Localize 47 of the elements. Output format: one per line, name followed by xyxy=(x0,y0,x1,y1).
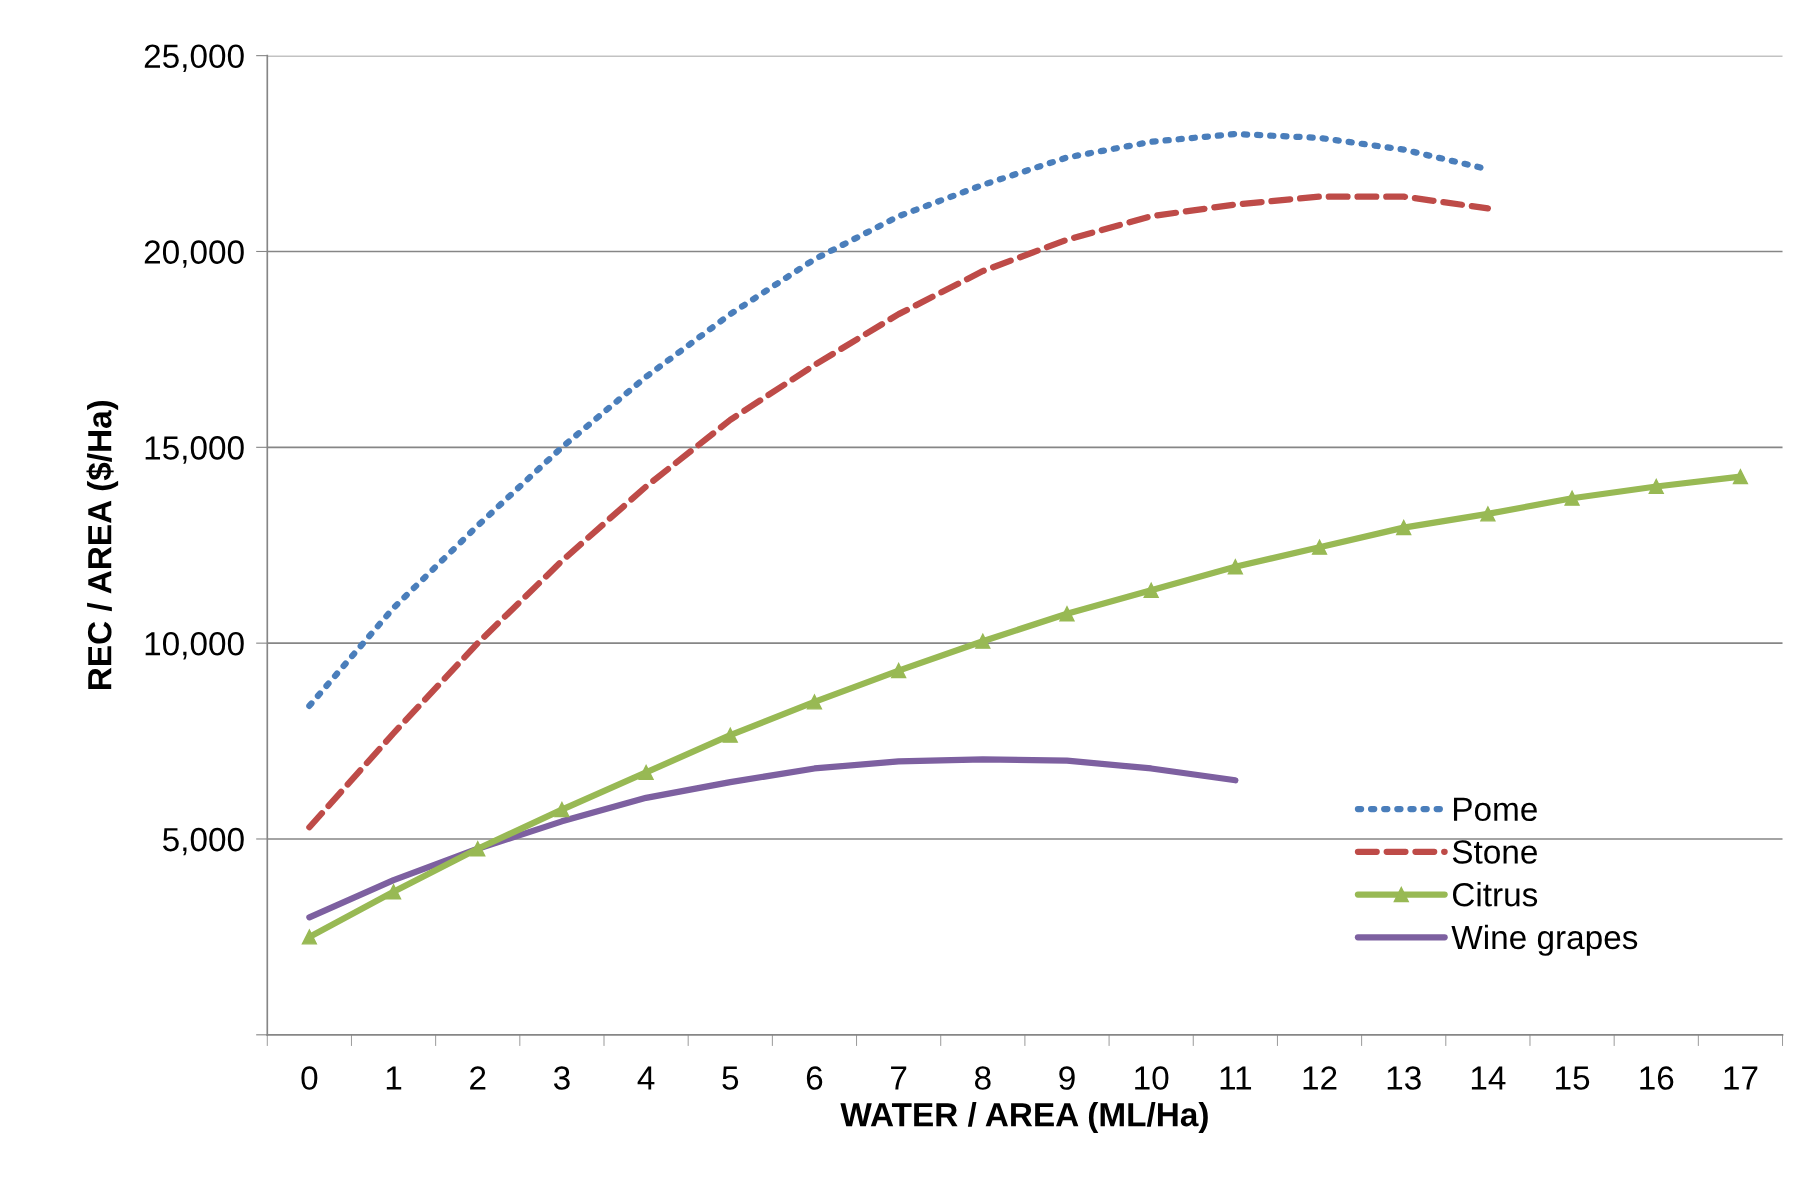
x-axis-title: WATER / AREA (ML/Ha) xyxy=(840,1102,1208,1134)
point xyxy=(722,727,738,743)
x-tick-label: 5 xyxy=(722,1066,739,1090)
legend-label: Pome xyxy=(1454,797,1537,822)
legend-label: Stone xyxy=(1452,840,1537,864)
y-tick-label: 10,000 xyxy=(145,631,244,660)
x-tick-label: 12 xyxy=(1303,1066,1337,1090)
point xyxy=(1396,519,1412,536)
point xyxy=(975,633,991,649)
x-tick-label: 9 xyxy=(1059,1066,1075,1090)
point xyxy=(301,929,318,945)
x-tick-label: 15 xyxy=(1556,1066,1590,1090)
x-tick-label: 3 xyxy=(553,1066,570,1090)
y-tick-label: 5,000 xyxy=(162,827,244,856)
x-tick-label: 1 xyxy=(386,1066,402,1090)
y-tick-label: 25,000 xyxy=(144,44,244,72)
point xyxy=(1564,490,1580,506)
x-tick-label: 8 xyxy=(974,1066,991,1090)
y-tick-label: 15,000 xyxy=(145,436,244,464)
x-tick-label: 13 xyxy=(1387,1066,1421,1090)
point xyxy=(638,764,654,781)
x-tick-label: 16 xyxy=(1640,1066,1674,1090)
y-tick-label: 20,000 xyxy=(144,240,244,268)
point xyxy=(1480,506,1496,522)
point xyxy=(1227,559,1243,575)
point xyxy=(806,694,823,710)
x-tick-label: 11 xyxy=(1220,1066,1252,1090)
point xyxy=(470,841,486,857)
point xyxy=(1143,582,1159,598)
x-tick-label: 14 xyxy=(1471,1066,1506,1090)
legend-label: Wine grapes xyxy=(1451,924,1638,956)
point xyxy=(1311,539,1328,555)
x-tick-label: 0 xyxy=(301,1066,318,1090)
point xyxy=(554,801,570,818)
legend-label: Citrus xyxy=(1452,882,1538,907)
x-tick-label: 6 xyxy=(806,1066,823,1090)
point xyxy=(1648,478,1664,495)
point xyxy=(1732,469,1749,485)
x-tick-label: 4 xyxy=(637,1066,655,1090)
point xyxy=(1059,606,1075,622)
x-tick-label: 10 xyxy=(1135,1066,1169,1090)
x-tick-label: 2 xyxy=(470,1066,486,1090)
y-axis-title: REC / AREA ($/Ha) xyxy=(86,400,119,689)
x-tick-label: 7 xyxy=(891,1066,907,1090)
point xyxy=(385,884,402,900)
x-tick-label: 17 xyxy=(1724,1066,1758,1090)
point xyxy=(890,662,907,679)
